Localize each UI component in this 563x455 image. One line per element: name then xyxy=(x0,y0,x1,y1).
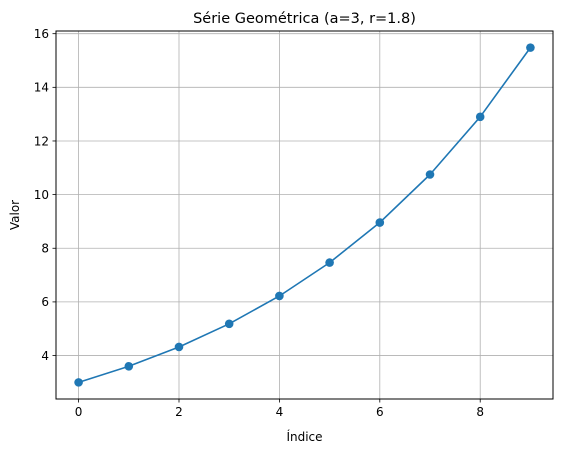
data-point xyxy=(526,43,535,52)
x-tick-label: 2 xyxy=(175,405,183,419)
data-point xyxy=(174,342,184,352)
data-point xyxy=(475,112,485,122)
y-tick-label: 14 xyxy=(34,81,49,95)
x-tick-label: 0 xyxy=(75,405,83,419)
y-tick-label: 10 xyxy=(34,188,49,202)
y-tick-label: 8 xyxy=(41,242,49,256)
axis-ticks: 0 2 4 6 8 4 6 8 10 12 14 16 xyxy=(34,27,484,419)
grid-lines xyxy=(56,31,553,399)
data-point xyxy=(375,218,385,227)
x-tick-label: 4 xyxy=(276,405,284,419)
x-axis-label: Índice xyxy=(286,429,322,444)
y-axis-label: Valor xyxy=(8,200,22,230)
plot-frame xyxy=(55,30,554,400)
data-point xyxy=(124,361,134,371)
data-point xyxy=(224,319,234,329)
chart-title: Série Geométrica (a=3, r=1.8) xyxy=(193,11,416,27)
x-tick-label: 6 xyxy=(376,405,384,419)
data-point xyxy=(74,378,83,387)
y-tick-label: 4 xyxy=(41,349,49,363)
data-point xyxy=(325,258,334,267)
series-line xyxy=(78,47,532,384)
series-layer xyxy=(74,43,535,387)
y-tick-label: 12 xyxy=(34,134,49,148)
y-tick-label: 6 xyxy=(41,295,49,309)
y-tick-label: 16 xyxy=(34,27,49,41)
data-point xyxy=(275,291,284,301)
data-point xyxy=(425,170,435,179)
x-tick-label: 8 xyxy=(476,405,484,419)
